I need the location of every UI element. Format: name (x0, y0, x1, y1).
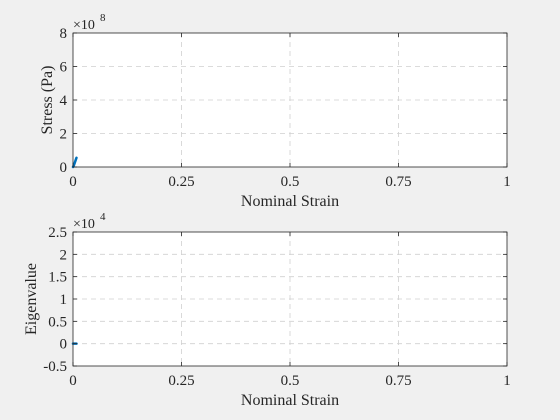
stress-ticks (72, 32, 508, 168)
stress-exponent-power: 8 (100, 12, 106, 24)
eigenvalue-ticks (72, 231, 508, 367)
y-tick-label: 2 (60, 127, 68, 143)
stress-series-line (71, 156, 78, 169)
eigenvalue-exponent-power: 4 (100, 211, 106, 223)
x-tick-label: 1 (503, 373, 511, 389)
stress-series (71, 156, 78, 169)
y-tick-label: 1 (60, 292, 68, 308)
stress-xlabel: Nominal Strain (241, 193, 339, 210)
stress-xtick-labels: 0 0.25 0.5 0.75 1 (69, 174, 511, 190)
x-tick-label: 1 (503, 174, 511, 190)
y-tick-label: 2.5 (48, 225, 67, 241)
x-tick-label: 0.25 (168, 174, 194, 190)
y-tick-label: 0 (60, 160, 68, 176)
stress-ytick-labels: 0 2 4 6 8 (60, 26, 68, 176)
eigenvalue-exponent-base: ×10 (73, 217, 95, 232)
eigenvalue-plot: 0 0.25 0.5 0.75 1 -0.500.511.522.5 Nominal S… (23, 211, 511, 409)
y-tick-label: 0.5 (48, 314, 67, 330)
x-tick-label: 0.75 (385, 174, 411, 190)
y-tick-label: 6 (60, 60, 68, 76)
eigenvalue-grid (73, 232, 507, 366)
y-tick-label: -0.5 (43, 359, 67, 375)
x-tick-label: 0 (69, 373, 77, 389)
stress-ylabel: Stress (Pa) (39, 66, 56, 135)
x-tick-label: 0.25 (168, 373, 194, 389)
y-tick-label: 0 (60, 337, 68, 353)
y-tick-label: 8 (60, 26, 68, 42)
x-tick-label: 0.75 (385, 373, 411, 389)
stress-exponent-base: ×10 (73, 18, 95, 33)
stress-plot: 0 0.25 0.5 0.75 1 0 2 4 6 8 Nominal Strain Stres… (39, 12, 511, 210)
y-tick-label: 2 (60, 247, 68, 263)
stress-grid (73, 33, 507, 167)
y-tick-label: 1.5 (48, 270, 67, 286)
eigenvalue-ylabel: Eigenvalue (23, 263, 40, 335)
eigenvalue-ytick-labels: -0.5 0 0.5 1 1.5 2 2.5 (43, 225, 67, 375)
x-tick-label: 0.5 (281, 373, 300, 389)
x-tick-label: 0 (69, 174, 77, 190)
x-tick-label: 0.5 (281, 174, 300, 190)
y-tick-label: 4 (60, 93, 68, 109)
eigenvalue-xtick-labels: 0 0.25 0.5 0.75 1 (69, 373, 511, 389)
eigenvalue-xlabel: Nominal Strain (241, 392, 339, 409)
